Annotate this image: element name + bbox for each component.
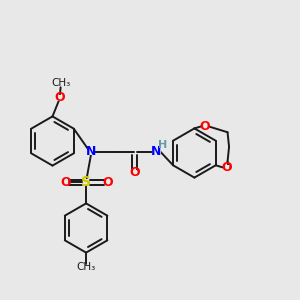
Text: O: O xyxy=(221,161,232,174)
FancyBboxPatch shape xyxy=(202,123,208,129)
Text: O: O xyxy=(129,166,140,179)
Text: N: N xyxy=(151,145,161,158)
FancyBboxPatch shape xyxy=(223,165,229,170)
FancyBboxPatch shape xyxy=(88,148,95,154)
Text: O: O xyxy=(60,176,71,189)
FancyBboxPatch shape xyxy=(105,179,111,185)
FancyBboxPatch shape xyxy=(57,95,63,101)
FancyBboxPatch shape xyxy=(83,179,89,185)
Text: CH₃: CH₃ xyxy=(52,78,71,88)
Text: N: N xyxy=(86,145,97,158)
Text: CH₃: CH₃ xyxy=(76,262,96,272)
FancyBboxPatch shape xyxy=(131,169,137,175)
Text: H: H xyxy=(158,140,167,151)
FancyBboxPatch shape xyxy=(62,179,68,185)
FancyBboxPatch shape xyxy=(152,148,161,154)
Text: O: O xyxy=(55,91,65,104)
Text: S: S xyxy=(81,175,91,189)
Text: O: O xyxy=(200,119,210,133)
Text: O: O xyxy=(103,176,113,189)
